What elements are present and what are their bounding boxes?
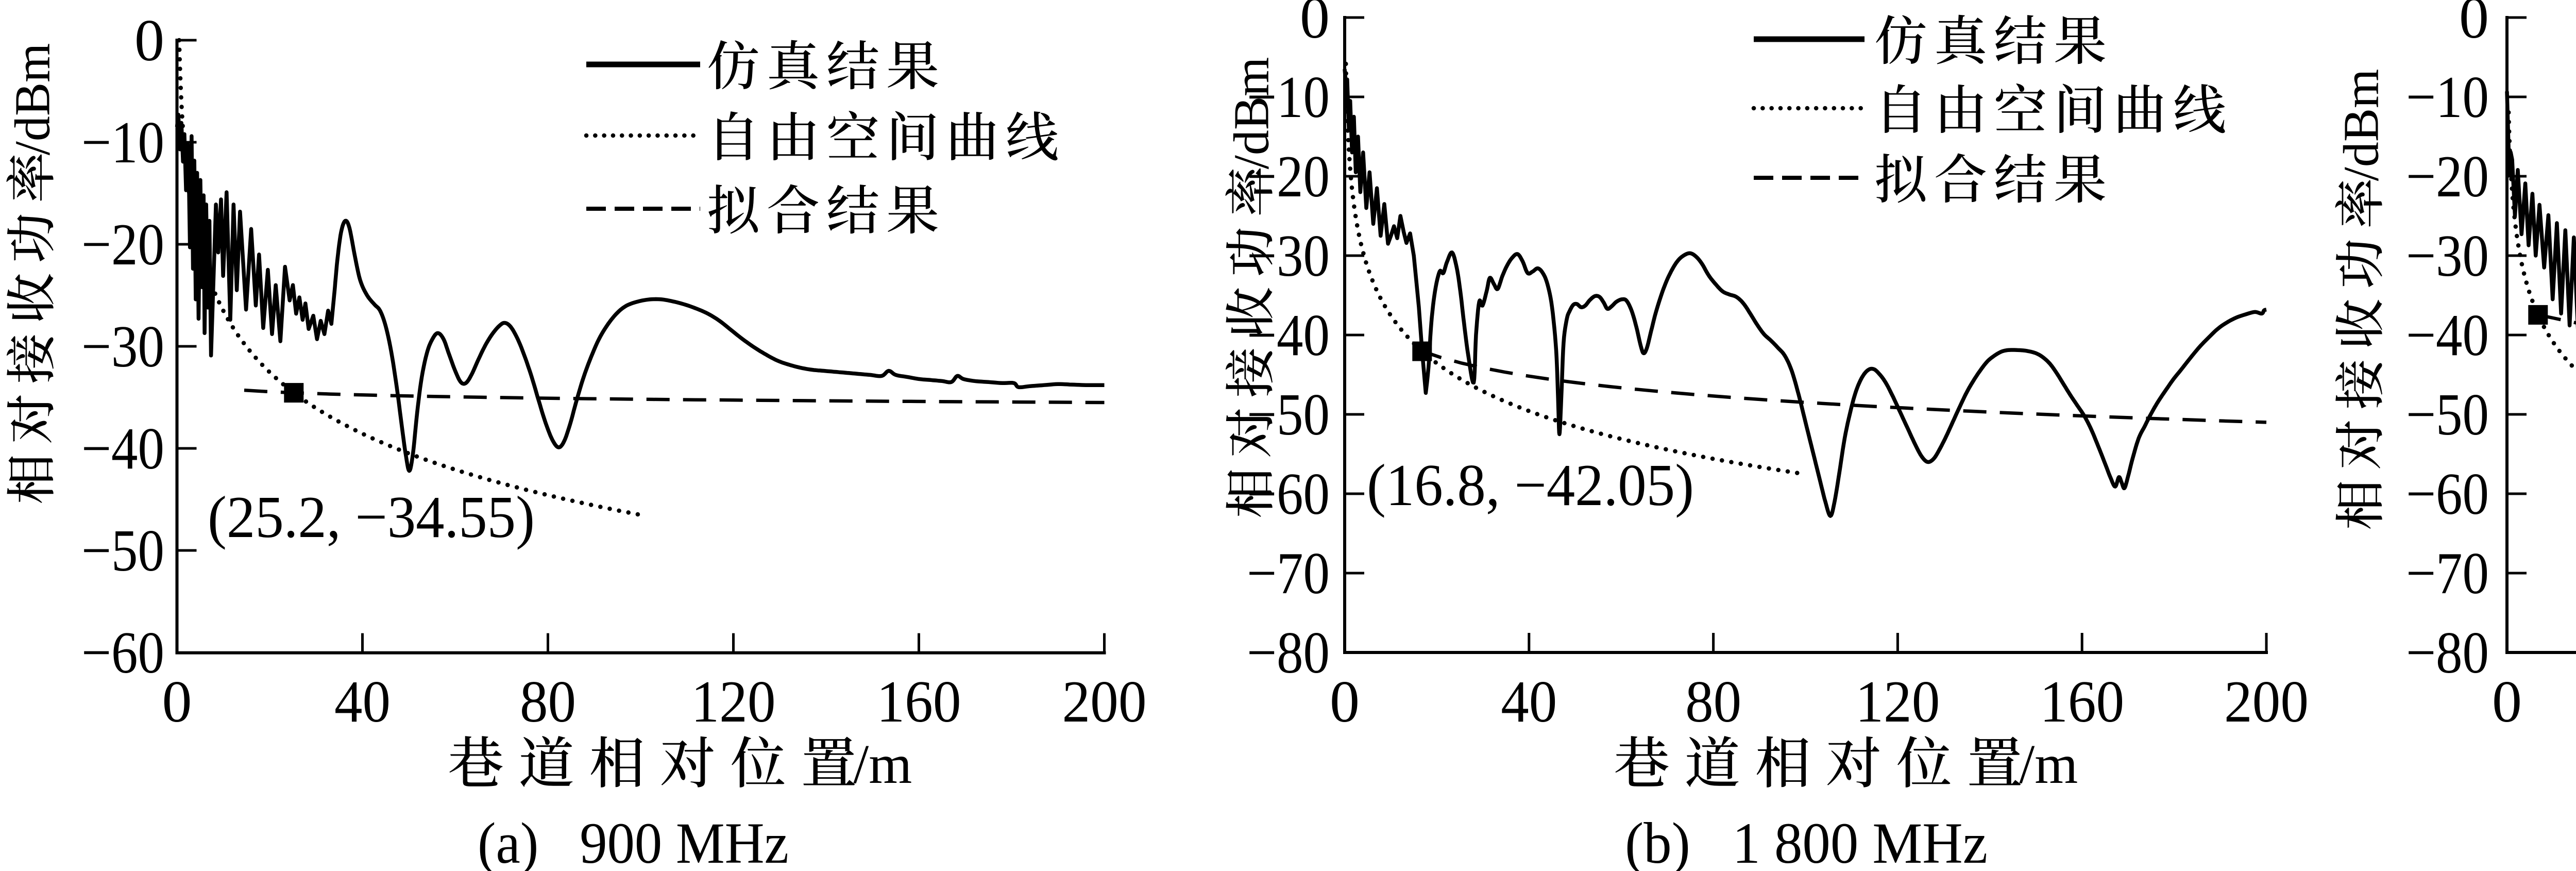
svg-text:−40: −40 — [1247, 303, 1330, 368]
svg-text:80: 80 — [520, 669, 576, 735]
svg-text:/m: /m — [853, 734, 912, 795]
svg-text:(b) 1 800 MHz: (b) 1 800 MHz — [1625, 811, 1988, 871]
svg-text:−30: −30 — [81, 314, 164, 380]
svg-text:80: 80 — [1685, 669, 1741, 735]
svg-text:−60: −60 — [81, 620, 164, 686]
svg-text:−20: −20 — [2406, 144, 2489, 210]
svg-text:200: 200 — [1062, 669, 1147, 735]
svg-text:(a) 900 MHz: (a) 900 MHz — [478, 811, 789, 871]
svg-text:(6.6, −37.46): (6.6, −37.46) — [2574, 164, 2576, 230]
svg-text:160: 160 — [877, 669, 961, 735]
svg-text:/dBm: /dBm — [1224, 57, 1280, 170]
svg-text:0: 0 — [1300, 0, 1330, 51]
svg-text:/dBm: /dBm — [2334, 69, 2389, 181]
svg-text:−40: −40 — [81, 416, 164, 482]
svg-text:−10: −10 — [1247, 64, 1330, 130]
svg-text:−60: −60 — [2406, 461, 2489, 527]
svg-text:120: 120 — [1855, 669, 1940, 735]
svg-text:−70: −70 — [2406, 541, 2489, 607]
svg-text:0: 0 — [1330, 669, 1360, 735]
svg-text:0: 0 — [2492, 669, 2522, 735]
svg-text:160: 160 — [2040, 669, 2124, 735]
svg-text:/dBm: /dBm — [5, 43, 61, 156]
svg-text:120: 120 — [691, 669, 776, 735]
svg-text:0: 0 — [2459, 0, 2489, 51]
svg-text:200: 200 — [2224, 669, 2309, 735]
svg-text:(16.8, −42.05): (16.8, −42.05) — [1367, 453, 1694, 518]
svg-text:−50: −50 — [2406, 382, 2489, 448]
svg-text:−40: −40 — [2406, 303, 2489, 368]
svg-text:−30: −30 — [2406, 223, 2489, 289]
svg-text:0: 0 — [162, 669, 192, 735]
svg-text:−70: −70 — [1247, 541, 1330, 607]
svg-text:−20: −20 — [81, 212, 164, 278]
svg-text:(25.2, −34.55): (25.2, −34.55) — [208, 484, 535, 550]
svg-text:40: 40 — [334, 669, 391, 735]
svg-text:−50: −50 — [81, 518, 164, 584]
svg-text:−80: −80 — [2406, 620, 2489, 686]
svg-text:0: 0 — [134, 8, 164, 74]
svg-text:/m: /m — [2019, 734, 2078, 795]
svg-text:−10: −10 — [81, 110, 164, 176]
svg-text:−80: −80 — [1247, 620, 1330, 686]
svg-text:40: 40 — [1501, 669, 1557, 735]
svg-text:−10: −10 — [2406, 64, 2489, 130]
